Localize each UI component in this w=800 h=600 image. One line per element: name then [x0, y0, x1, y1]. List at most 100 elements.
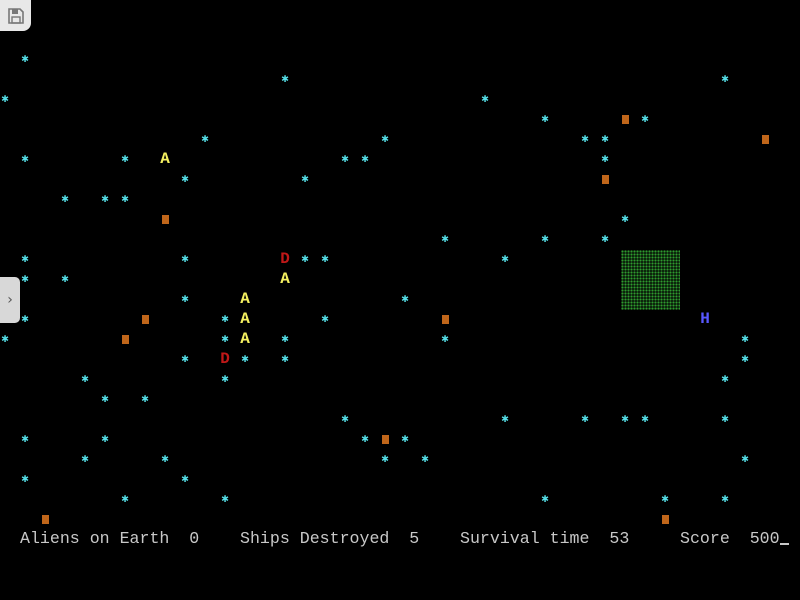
star: ✱	[221, 372, 229, 386]
star: ✱	[341, 152, 349, 166]
crate	[142, 315, 149, 324]
star: ✱	[121, 192, 129, 206]
crate	[442, 315, 449, 324]
star: ✱	[101, 432, 109, 446]
crate	[162, 215, 169, 224]
ships-destroyed: Ships Destroyed 5	[240, 529, 419, 549]
star: ✱	[741, 352, 749, 366]
star: ✱	[381, 132, 389, 146]
alien: A	[240, 310, 250, 328]
aliens-on-earth: Aliens on Earth 0	[20, 529, 199, 549]
crate	[382, 435, 389, 444]
star: ✱	[621, 412, 629, 426]
crate	[762, 135, 769, 144]
star: ✱	[181, 352, 189, 366]
star: ✱	[401, 432, 409, 446]
star: ✱	[221, 492, 229, 506]
star: ✱	[121, 492, 129, 506]
star: ✱	[1, 332, 9, 346]
alien: A	[160, 150, 170, 168]
star: ✱	[21, 312, 29, 326]
star: ✱	[661, 492, 669, 506]
star: ✱	[581, 412, 589, 426]
star: ✱	[361, 432, 369, 446]
star: ✱	[741, 452, 749, 466]
star: ✱	[541, 232, 549, 246]
star: ✱	[21, 252, 29, 266]
crate	[42, 515, 49, 524]
score-value: 500	[749, 529, 780, 548]
star: ✱	[281, 332, 289, 346]
star: ✱	[721, 412, 729, 426]
player-human: H	[700, 310, 710, 328]
alien: A	[240, 330, 250, 348]
star: ✱	[81, 372, 89, 386]
star: ✱	[501, 412, 509, 426]
star: ✱	[81, 452, 89, 466]
star: ✱	[321, 252, 329, 266]
star: ✱	[541, 492, 549, 506]
alien: A	[240, 290, 250, 308]
star: ✱	[221, 332, 229, 346]
star: ✱	[61, 192, 69, 206]
star: ✱	[281, 352, 289, 366]
star: ✱	[481, 92, 489, 106]
star: ✱	[21, 152, 29, 166]
star: ✱	[181, 252, 189, 266]
crate	[602, 175, 609, 184]
star: ✱	[601, 232, 609, 246]
star: ✱	[441, 332, 449, 346]
star: ✱	[541, 112, 549, 126]
star: ✱	[341, 412, 349, 426]
star: ✱	[181, 472, 189, 486]
star: ✱	[181, 172, 189, 186]
star: ✱	[721, 372, 729, 386]
score-label: Score	[680, 529, 730, 548]
destroyer: D	[280, 250, 290, 268]
crate	[122, 335, 129, 344]
star: ✱	[101, 192, 109, 206]
crate	[622, 115, 629, 124]
ships-label: Ships Destroyed	[240, 529, 390, 548]
star: ✱	[1, 92, 9, 106]
star: ✱	[721, 492, 729, 506]
time-label: Survival time	[460, 529, 590, 548]
destroyer: D	[220, 350, 230, 368]
star: ✱	[601, 132, 609, 146]
star: ✱	[501, 252, 509, 266]
score: Score 500	[680, 529, 789, 549]
star: ✱	[641, 112, 649, 126]
star: ✱	[241, 352, 249, 366]
star: ✱	[721, 72, 729, 86]
chevron-right-icon: ›	[7, 292, 13, 308]
save-button[interactable]	[0, 0, 31, 31]
star: ✱	[181, 292, 189, 306]
star: ✱	[641, 412, 649, 426]
star: ✱	[21, 272, 29, 286]
crate	[662, 515, 669, 524]
star: ✱	[281, 72, 289, 86]
star: ✱	[61, 272, 69, 286]
ships-value: 5	[409, 529, 420, 548]
star: ✱	[161, 452, 169, 466]
survival-time: Survival time 53	[460, 529, 629, 549]
star: ✱	[361, 152, 369, 166]
star: ✱	[221, 312, 229, 326]
aliens-value: 0	[189, 529, 200, 548]
floppy-disk-icon	[7, 7, 24, 24]
green-field	[621, 250, 680, 310]
star: ✱	[621, 212, 629, 226]
star: ✱	[741, 332, 749, 346]
star: ✱	[101, 392, 109, 406]
aliens-label: Aliens on Earth	[20, 529, 170, 548]
star: ✱	[301, 172, 309, 186]
star: ✱	[581, 132, 589, 146]
sidebar-toggle[interactable]: ›	[0, 277, 20, 323]
star: ✱	[121, 152, 129, 166]
time-value: 53	[609, 529, 630, 548]
star: ✱	[21, 432, 29, 446]
star: ✱	[401, 292, 409, 306]
star: ✱	[141, 392, 149, 406]
star: ✱	[321, 312, 329, 326]
